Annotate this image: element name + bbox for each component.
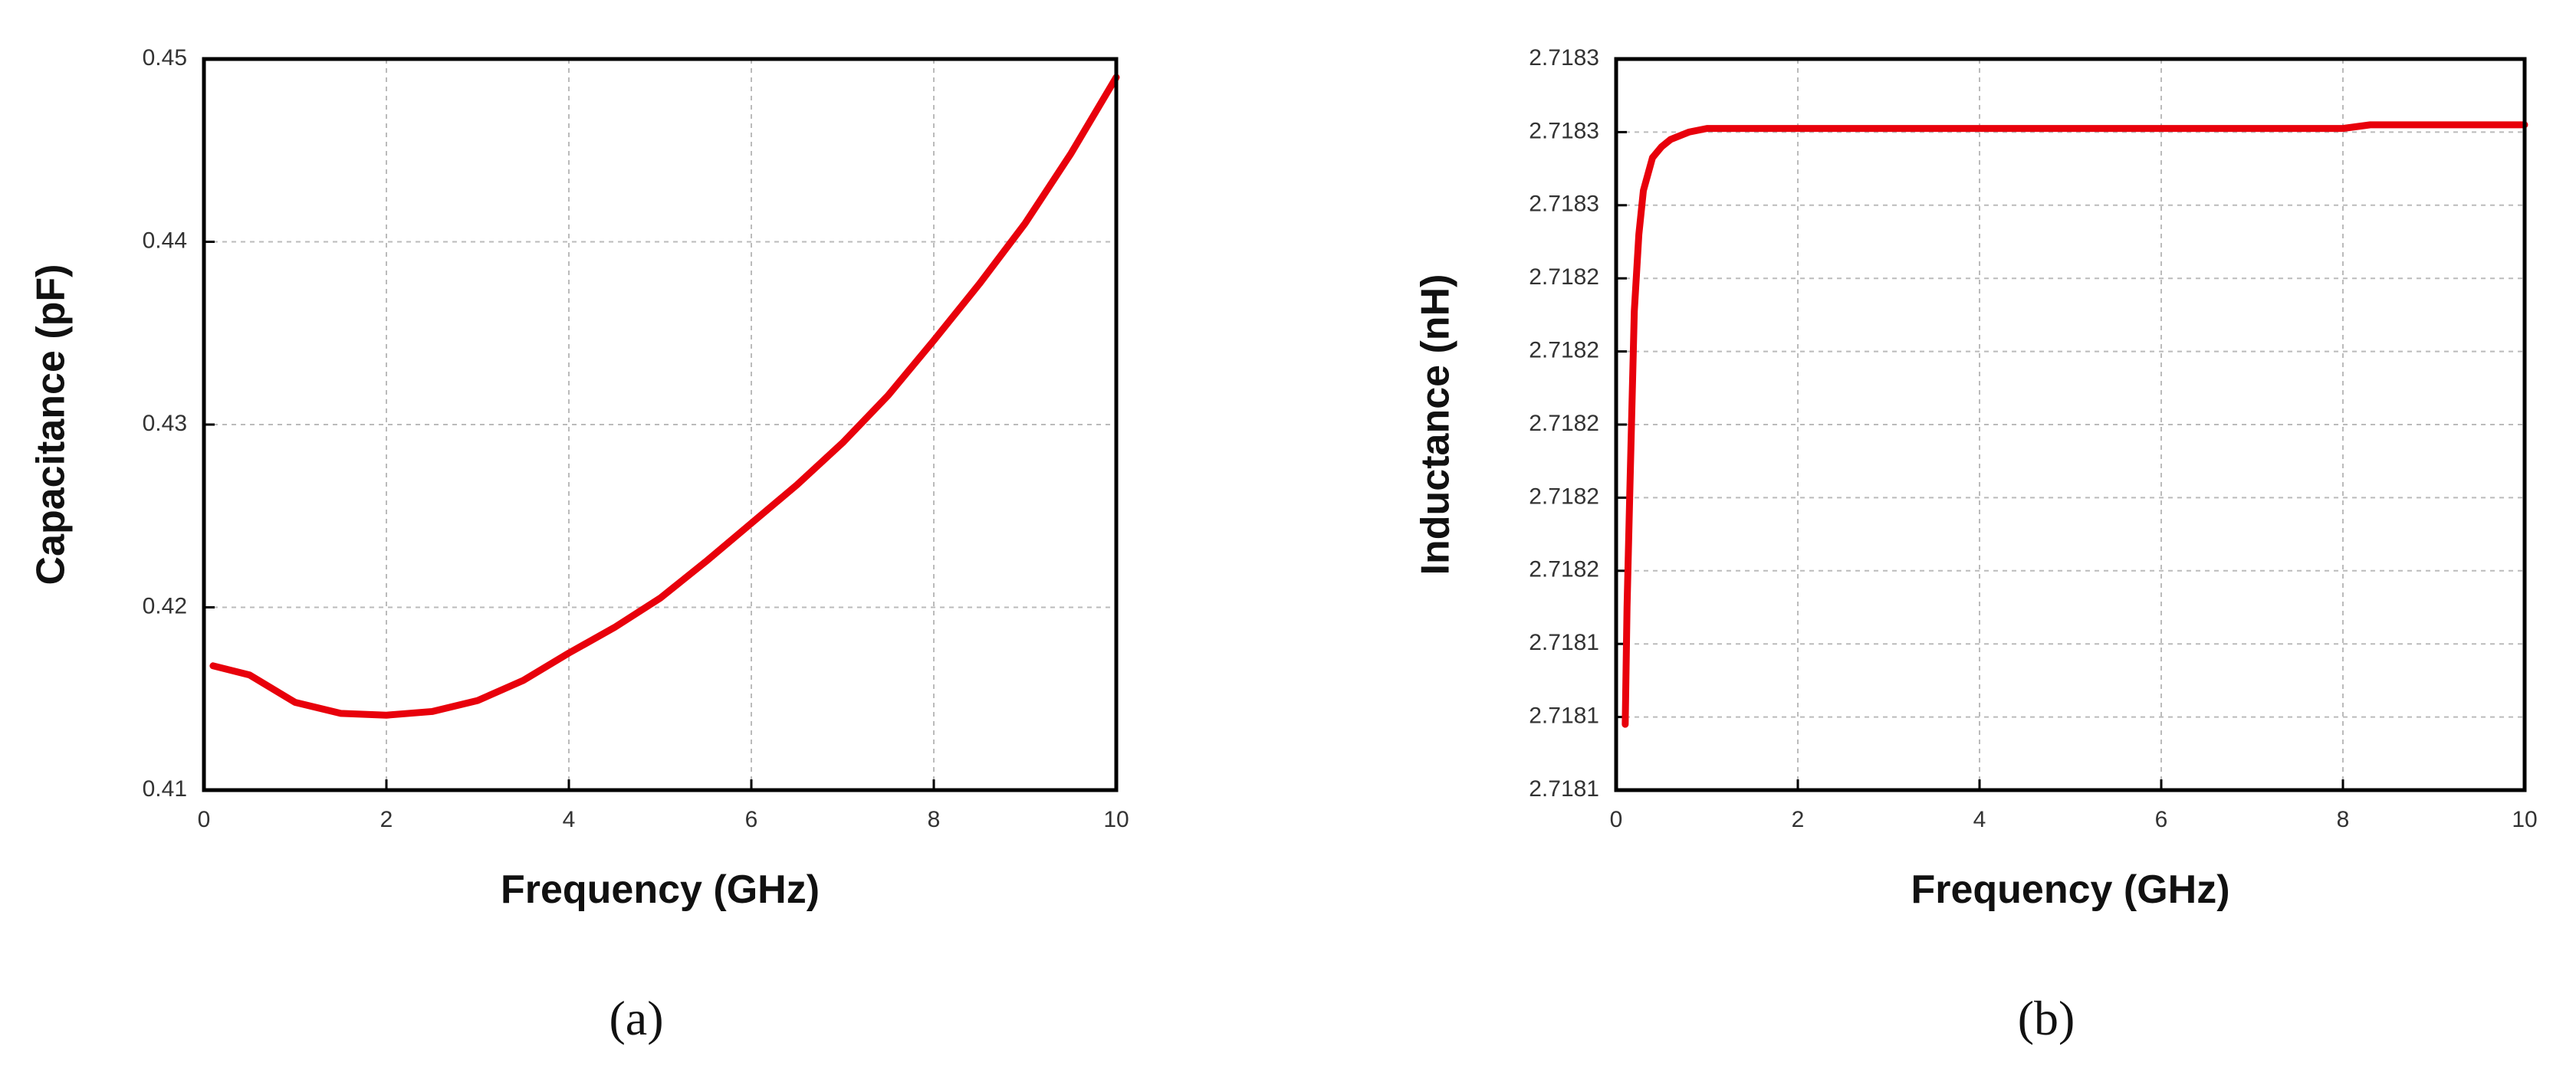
data-line: [209, 74, 1120, 719]
y-tick-label: 2.7181: [1529, 776, 1599, 802]
y-tick-label: 2.7183: [1529, 45, 1599, 71]
caption: (a): [609, 991, 663, 1045]
y-tick-label: 2.7182: [1529, 557, 1599, 582]
y-tick-label: 2.7182: [1529, 338, 1599, 363]
caption: (b): [2018, 991, 2075, 1045]
x-tick-label: 6: [745, 807, 758, 832]
x-axis-title: Frequency (GHz): [501, 868, 820, 912]
y-tick-label: 0.44: [143, 228, 187, 253]
plot-frame: [202, 57, 1119, 792]
y-axis-title: Inductance (nH): [1414, 274, 1458, 576]
y-tick-label: 2.7182: [1529, 484, 1599, 509]
x-tick-label: 0: [198, 807, 211, 832]
x-tick-label: 2: [1792, 807, 1805, 832]
x-tick-label: 10: [2512, 807, 2537, 832]
y-tick-label: 2.7181: [1529, 630, 1599, 655]
y-tick-label: 2.7183: [1529, 192, 1599, 217]
data-line: [1622, 121, 2528, 728]
plot-frame: [1614, 57, 2527, 792]
x-tick-label: 0: [1610, 807, 1623, 832]
y-tick-label: 0.41: [143, 776, 187, 802]
x-tick-label: 4: [1973, 807, 1986, 832]
x-tick-label: 8: [928, 807, 941, 832]
x-axis-title: Frequency (GHz): [1911, 868, 2229, 912]
y-tick-label: 0.42: [143, 593, 187, 618]
y-tick-label: 0.45: [143, 45, 187, 71]
y-tick-label: 2.7182: [1529, 411, 1599, 436]
y-tick-label: 0.43: [143, 411, 187, 436]
y-tick-label: 2.7183: [1529, 118, 1599, 143]
y-tick-label: 2.7182: [1529, 264, 1599, 290]
x-tick-label: 6: [2155, 807, 2168, 832]
y-tick-label: 2.7181: [1529, 704, 1599, 729]
x-tick-label: 4: [563, 807, 576, 832]
x-tick-label: 2: [380, 807, 393, 832]
x-tick-label: 8: [2337, 807, 2350, 832]
y-axis-title: Capacitance (pF): [29, 264, 74, 585]
x-tick-label: 10: [1103, 807, 1129, 832]
